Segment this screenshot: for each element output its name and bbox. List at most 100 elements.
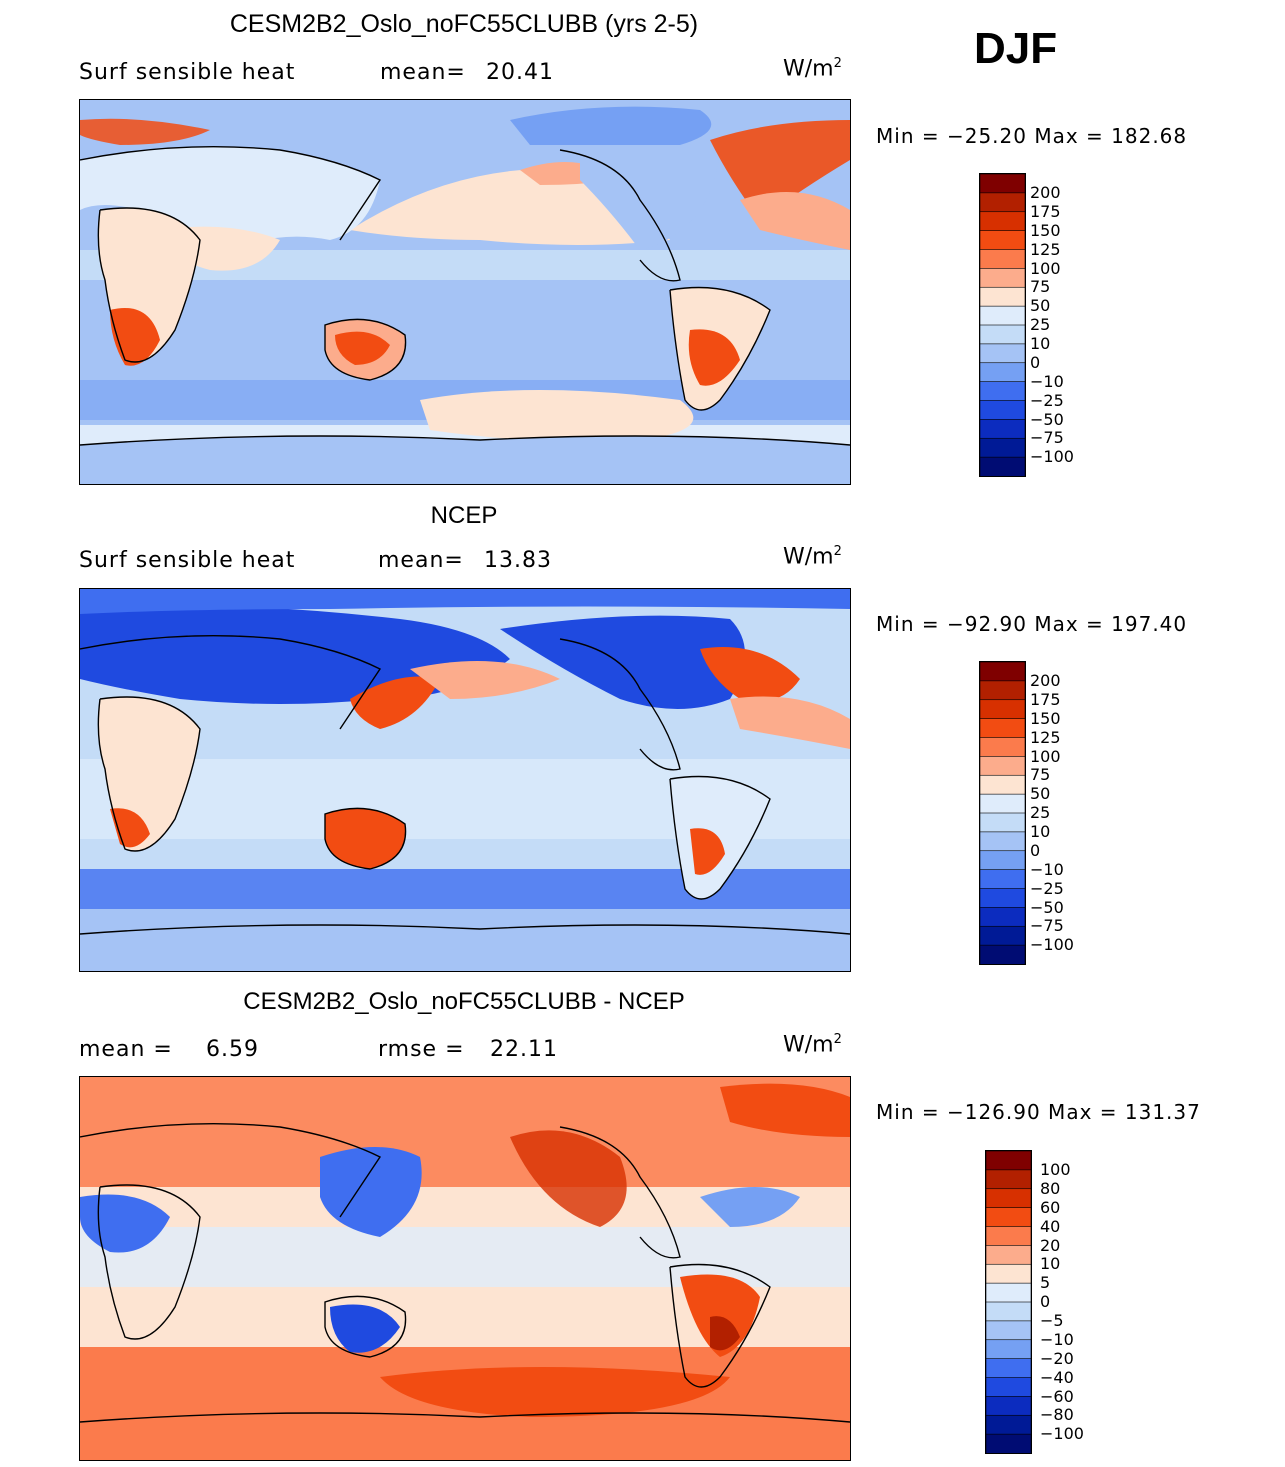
panel-3-colorbar-swatches	[985, 1150, 1032, 1454]
colorbar-tick-label: −100	[1030, 935, 1074, 955]
colorbar-swatch	[979, 812, 1026, 833]
panel-2-mean-value: 13.83	[484, 548, 552, 573]
panel-3-units: W/m2	[783, 1032, 842, 1058]
colorbar-tick-label: −60	[1040, 1386, 1074, 1406]
colorbar-tick-label: 100	[1030, 746, 1061, 766]
panel-3-rmse-value: 22.11	[490, 1037, 558, 1062]
colorbar-swatch	[979, 680, 1026, 701]
colorbar-swatch	[979, 831, 1026, 852]
colorbar-tick-label: 125	[1030, 727, 1061, 747]
colorbar-swatch	[979, 718, 1026, 739]
panel-3-mean-value: 6.59	[206, 1037, 259, 1062]
colorbar-tick-label: 80	[1040, 1178, 1061, 1198]
colorbar-tick-label: −25	[1030, 878, 1064, 898]
colorbar-tick-label: 150	[1030, 220, 1061, 240]
panel-3-rmse-label: rmse =	[378, 1037, 465, 1062]
colorbar-swatch	[979, 286, 1026, 307]
colorbar-swatch	[979, 944, 1026, 965]
colorbar-tick-label: 60	[1040, 1197, 1061, 1217]
colorbar-swatch	[979, 774, 1026, 795]
colorbar-tick-label: 200	[1030, 183, 1061, 202]
colorbar-swatch	[979, 268, 1026, 289]
colorbar-tick-label: 50	[1030, 296, 1051, 316]
colorbar-tick-label: −20	[1040, 1348, 1074, 1368]
colorbar-swatch	[985, 1169, 1032, 1190]
panel-1-colorbar	[979, 173, 1026, 482]
panel-1-colorbar-swatches	[979, 173, 1026, 477]
colorbar-swatch	[979, 793, 1026, 814]
colorbar-tick-label: 200	[1030, 671, 1061, 690]
colorbar-swatch	[985, 1282, 1032, 1303]
colorbar-swatch	[985, 1301, 1032, 1322]
colorbar-tick-label: 0	[1030, 352, 1041, 372]
colorbar-tick-label: −10	[1030, 859, 1064, 879]
colorbar-swatch	[979, 456, 1026, 477]
panel-2-mean-label: mean=	[378, 548, 464, 573]
colorbar-swatch	[979, 305, 1026, 326]
colorbar-swatch	[985, 1226, 1032, 1247]
colorbar-swatch	[979, 249, 1026, 270]
panel-1-units: W/m2	[783, 56, 842, 82]
colorbar-tick-label: 5	[1040, 1273, 1051, 1293]
panel-1-mean-value: 20.41	[486, 60, 554, 85]
panel-3-minmax: Min = −126.90 Max = 131.37	[876, 1100, 1201, 1124]
colorbar-swatch	[979, 230, 1026, 251]
panel-2-variable-label: Surf sensible heat	[79, 548, 296, 573]
colorbar-tick-label: 10	[1030, 334, 1051, 353]
colorbar-swatch	[985, 1358, 1032, 1379]
colorbar-swatch	[979, 381, 1026, 402]
season-label: DJF	[974, 24, 1058, 73]
panel-1-minmax: Min = −25.20 Max = 182.68	[876, 124, 1188, 148]
colorbar-tick-label: 175	[1030, 689, 1061, 709]
colorbar-swatch	[979, 211, 1026, 232]
colorbar-tick-label: 40	[1040, 1216, 1061, 1236]
colorbar-tick-label: −40	[1040, 1367, 1074, 1387]
colorbar-tick-label: 0	[1030, 840, 1041, 860]
colorbar-tick-label: −50	[1030, 897, 1064, 917]
colorbar-swatch	[979, 925, 1026, 946]
colorbar-tick-label: 25	[1030, 803, 1051, 823]
colorbar-swatch	[979, 192, 1026, 213]
colorbar-tick-label: 25	[1030, 315, 1051, 335]
colorbar-swatch	[979, 173, 1026, 194]
colorbar-tick-label: 75	[1030, 277, 1051, 297]
panel-1-variable-label: Surf sensible heat	[79, 60, 296, 85]
colorbar-swatch	[979, 661, 1026, 682]
colorbar-tick-label: 100	[1040, 1160, 1071, 1179]
panel-2-colorbar	[979, 661, 1026, 970]
colorbar-swatch	[979, 850, 1026, 871]
colorbar-tick-label: −10	[1030, 371, 1064, 391]
colorbar-swatch	[979, 437, 1026, 458]
colorbar-tick-label: 20	[1040, 1235, 1061, 1255]
panel-3-mean-label: mean =	[79, 1037, 173, 1062]
panel-1-title: CESM2B2_Oslo_noFC55CLUBB (yrs 2-5)	[229, 10, 699, 38]
colorbar-swatch	[985, 1339, 1032, 1360]
panel-3-title: CESM2B2_Oslo_noFC55CLUBB - NCEP	[243, 988, 685, 1015]
colorbar-tick-label: −5	[1040, 1311, 1064, 1330]
colorbar-swatch	[979, 869, 1026, 890]
colorbar-swatch	[979, 419, 1026, 440]
colorbar-swatch	[979, 699, 1026, 720]
colorbar-swatch	[985, 1414, 1032, 1435]
colorbar-swatch	[985, 1207, 1032, 1228]
colorbar-swatch	[985, 1245, 1032, 1266]
colorbar-swatch	[979, 343, 1026, 364]
colorbar-tick-label: −80	[1040, 1405, 1074, 1425]
panel-2-title: NCEP	[430, 502, 498, 529]
colorbar-swatch	[979, 756, 1026, 777]
colorbar-tick-label: −100	[1040, 1424, 1084, 1444]
panel-2-colorbar-swatches	[979, 661, 1026, 965]
colorbar-tick-label: 175	[1030, 201, 1061, 221]
colorbar-swatch	[985, 1320, 1032, 1341]
panel-2-minmax: Min = −92.90 Max = 197.40	[876, 612, 1188, 636]
colorbar-tick-label: −10	[1040, 1329, 1074, 1349]
colorbar-swatch	[985, 1396, 1032, 1417]
colorbar-tick-label: 50	[1030, 784, 1051, 804]
colorbar-tick-label: −50	[1030, 409, 1064, 429]
colorbar-swatch	[985, 1263, 1032, 1284]
colorbar-tick-label: 125	[1030, 239, 1061, 259]
panel-1-mean-label: mean=	[380, 60, 466, 85]
colorbar-swatch	[979, 737, 1026, 758]
panel-3-colorbar	[985, 1150, 1032, 1459]
colorbar-swatch	[985, 1433, 1032, 1454]
